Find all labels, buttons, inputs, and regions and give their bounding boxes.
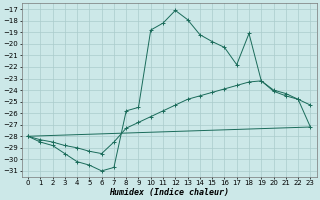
X-axis label: Humidex (Indice chaleur): Humidex (Indice chaleur) (109, 188, 229, 197)
